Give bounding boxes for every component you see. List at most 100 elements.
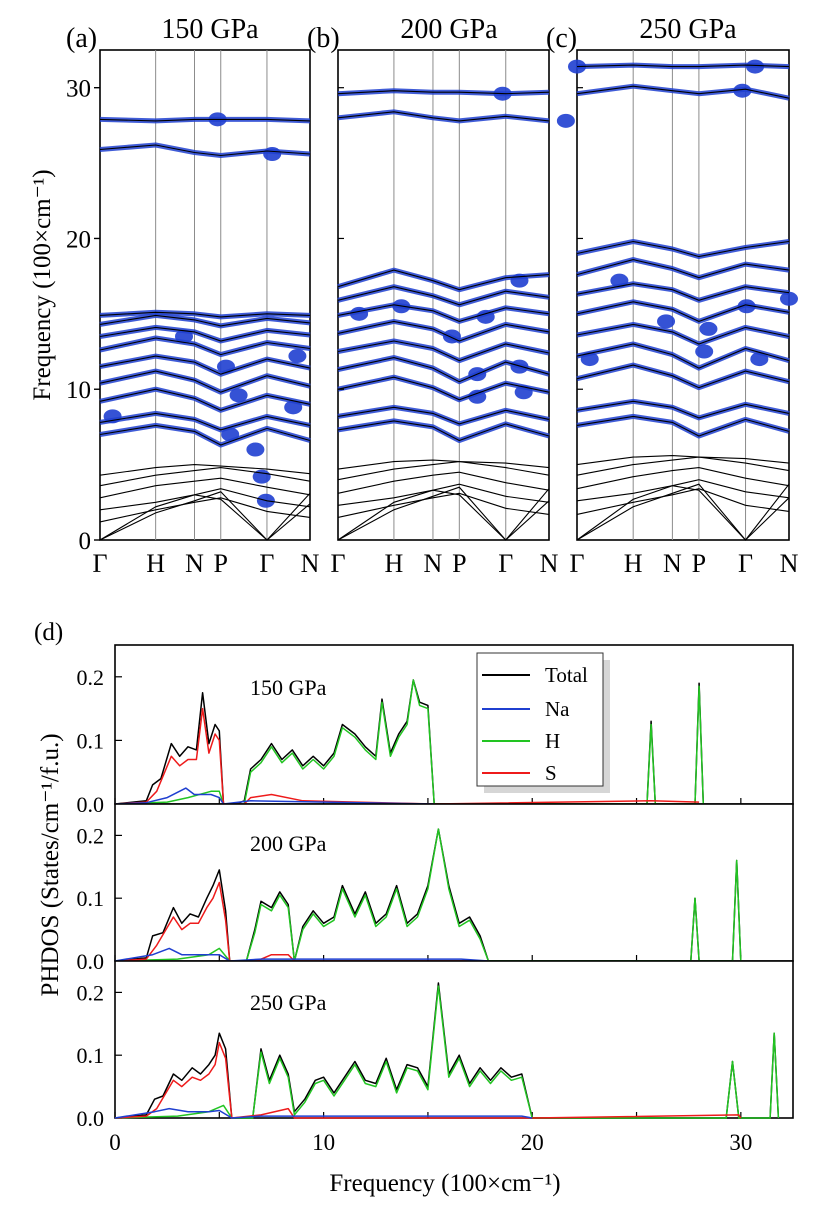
band-line — [337, 357, 550, 383]
phdos-y-tick-label: 0.0 — [77, 949, 105, 974]
band-line — [99, 311, 311, 318]
band-line — [576, 483, 790, 541]
band-line — [576, 467, 790, 490]
band-weight-blob — [442, 329, 461, 344]
k-point-label: Γ — [330, 549, 345, 578]
k-point-label: P — [452, 549, 466, 578]
phdos-curve-na — [114, 787, 435, 805]
band-weight-blob — [695, 344, 714, 359]
band-line — [337, 90, 550, 95]
phdos-x-tick-label: 10 — [312, 1130, 335, 1155]
legend-s-label: S — [545, 761, 557, 785]
band-line — [576, 488, 790, 515]
k-point-label: N — [780, 549, 799, 578]
legend: Total Na H S — [476, 652, 610, 793]
panel-c-title: 250 GPa — [639, 14, 737, 45]
phdos-subplot: 0.0 0.1 0.2 250 GPa — [77, 960, 794, 1131]
phdos-y-axis-label: PHDOS (States/cm⁻¹/f.u.) — [37, 733, 64, 996]
band-weight-blob — [556, 113, 575, 128]
k-point-label: N — [540, 549, 559, 578]
band-panel-frame — [99, 49, 311, 541]
phdos-curve-na — [114, 947, 489, 962]
band-weight-blob — [657, 314, 676, 329]
band-line — [337, 269, 550, 291]
k-point-label: N — [301, 549, 320, 578]
band-line — [576, 240, 790, 258]
phdos-y-tick-label: 0.1 — [77, 728, 105, 753]
band-line — [99, 491, 311, 541]
panel-a-title: 150 GPa — [161, 14, 259, 45]
phdos-subplot-frame — [114, 803, 794, 962]
band-line — [337, 486, 550, 541]
band-line — [576, 456, 790, 476]
band-line — [337, 304, 550, 322]
band-weight-blob — [246, 442, 265, 457]
phdos-curve-s — [114, 1041, 742, 1119]
band-line — [576, 64, 790, 68]
band-line — [337, 340, 550, 362]
band-line — [99, 467, 311, 487]
band-line — [99, 355, 311, 375]
band-line — [337, 459, 550, 470]
band-line — [99, 492, 311, 541]
band-y-tick-label: 0 — [79, 528, 92, 555]
panel-d-label: (d) — [34, 619, 63, 646]
band-line — [337, 320, 550, 342]
phdos-pressure-label: 200 GPa — [250, 831, 327, 856]
band-weight-blob — [175, 329, 193, 344]
phdos-x-tick-label: 30 — [729, 1130, 752, 1155]
band-weight-blob — [476, 309, 495, 324]
band-line — [337, 461, 550, 481]
band-line — [99, 118, 311, 122]
band-weight-blob — [737, 299, 756, 314]
band-y-tick-label: 20 — [66, 226, 91, 253]
band-weight-blob — [580, 352, 599, 367]
band-line — [576, 85, 790, 99]
band-line — [99, 424, 311, 446]
panel-b-title: 200 GPa — [400, 14, 498, 45]
band-line — [337, 488, 550, 541]
k-point-label: N — [185, 549, 204, 578]
band-line — [99, 326, 311, 342]
phdos-y-tick-label: 0.1 — [77, 1043, 105, 1068]
band-weight-blob — [221, 427, 240, 442]
band-line — [576, 283, 790, 301]
phdos-y-tick-label: 0.1 — [77, 886, 105, 911]
phdos-x-tick-label: 0 — [109, 1130, 121, 1155]
phdos-y-tick-label: 0.0 — [77, 1106, 105, 1131]
band-line — [576, 323, 790, 345]
band-line — [99, 144, 311, 157]
band-line — [337, 492, 550, 518]
band-weight-blob — [510, 359, 529, 374]
phdos-x-axis-label: Frequency (100×cm⁻¹) — [329, 1170, 560, 1197]
band-line — [337, 111, 550, 122]
k-point-label: N — [663, 549, 682, 578]
phdos-subplot-frame — [114, 644, 794, 805]
band-weight-blob — [699, 321, 718, 336]
k-point-label: P — [214, 549, 228, 578]
k-point-label: Γ — [498, 549, 513, 578]
k-point-label: Γ — [259, 549, 274, 578]
band-line — [99, 464, 311, 476]
band-weight-blob — [750, 352, 769, 367]
band-line — [99, 388, 311, 411]
band-weight-blob — [263, 147, 282, 162]
band-line — [576, 400, 790, 419]
band-weight-blob — [468, 389, 487, 404]
band-line — [337, 286, 550, 306]
band-line — [99, 314, 311, 327]
band-weight-blob — [733, 83, 752, 98]
band-line — [337, 406, 550, 425]
band-line — [576, 259, 790, 279]
band-line — [99, 412, 311, 431]
phdos-y-tick-label: 0.2 — [77, 980, 105, 1005]
phdos-y-tick-label: 0.2 — [77, 665, 105, 690]
k-point-label: Γ — [738, 549, 753, 578]
band-line — [576, 364, 790, 389]
